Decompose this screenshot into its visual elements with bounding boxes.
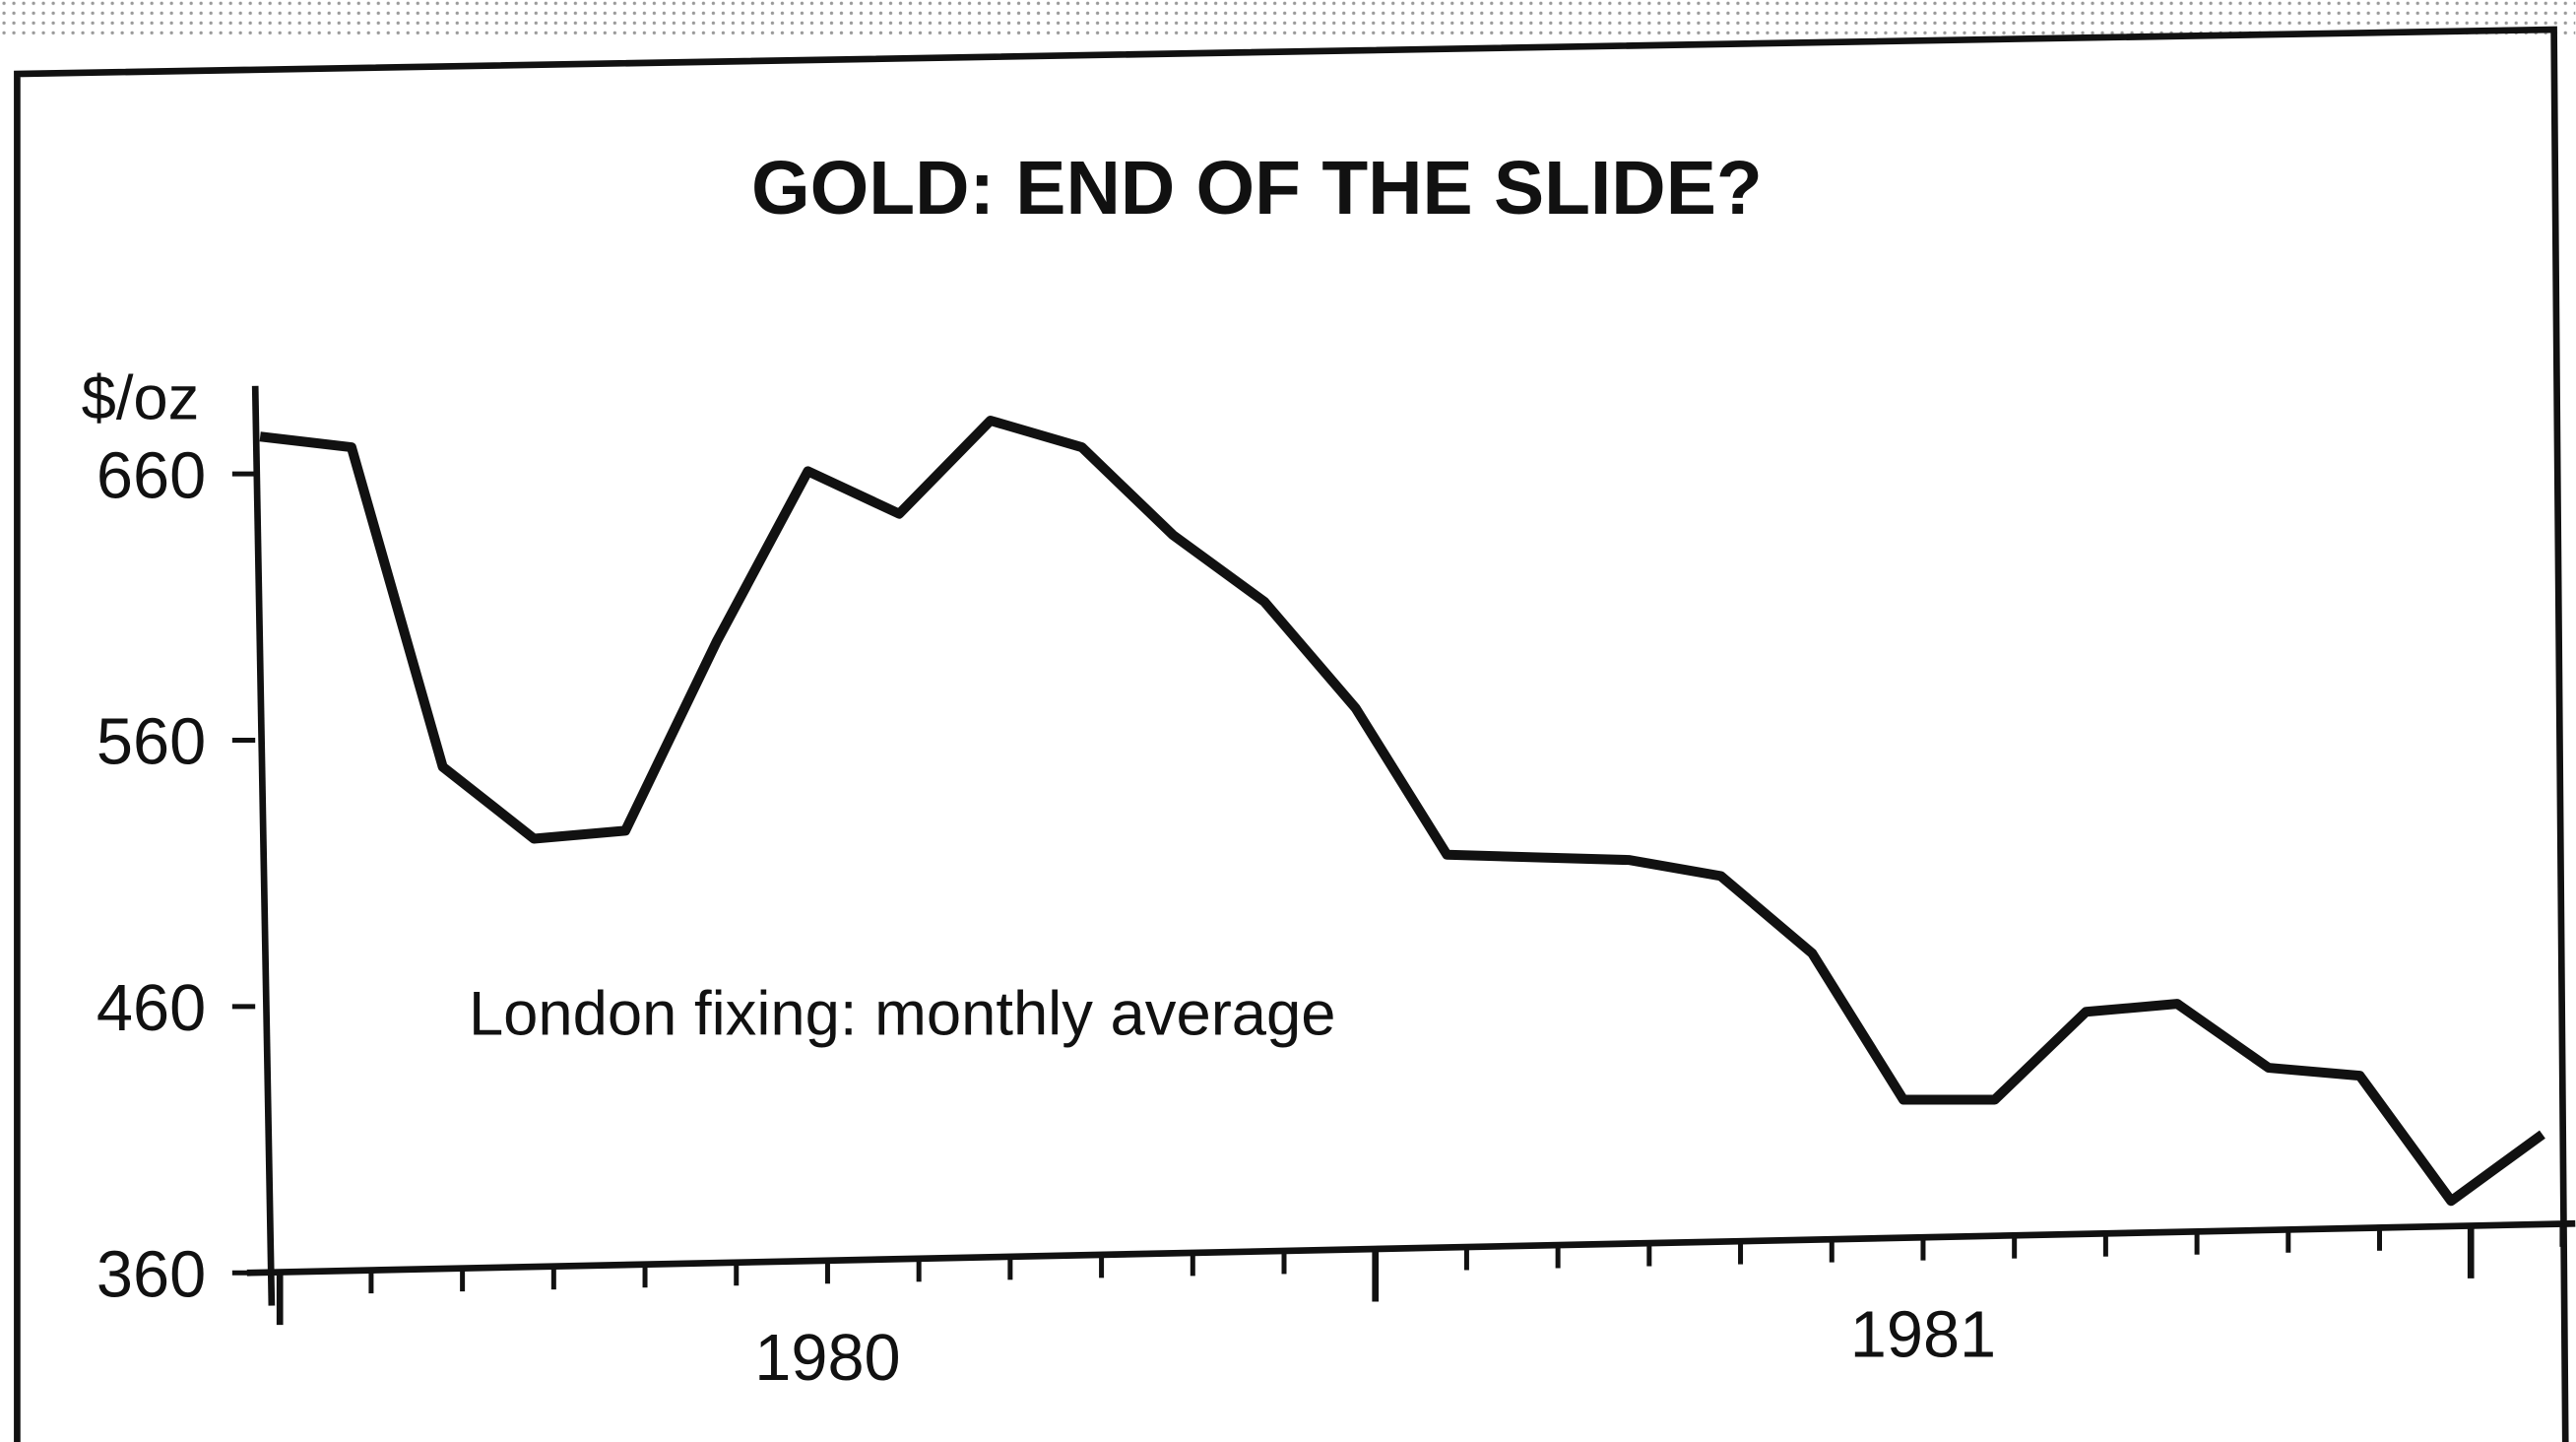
line-series [259, 415, 2545, 1207]
y-tick-label: 660 [97, 439, 206, 512]
y-tick-label: 360 [97, 1239, 206, 1312]
x-axis [246, 1219, 2576, 1277]
year-label: 1980 [754, 1322, 900, 1395]
frame [14, 26, 2569, 1442]
annotation: London fixing: monthly average [469, 980, 1336, 1049]
y-axis-label: $/oz [82, 363, 200, 432]
chart-title: GOLD: END OF THE SLIDE? [751, 147, 1763, 230]
y-axis [251, 385, 276, 1306]
y-tick-label: 460 [97, 972, 206, 1045]
paper-texture [0, 0, 2576, 40]
year-label: 1981 [1850, 1298, 1996, 1371]
plot: 360 460 560 660 1980 1981 [97, 385, 2576, 1395]
y-tick-label: 560 [97, 706, 206, 779]
